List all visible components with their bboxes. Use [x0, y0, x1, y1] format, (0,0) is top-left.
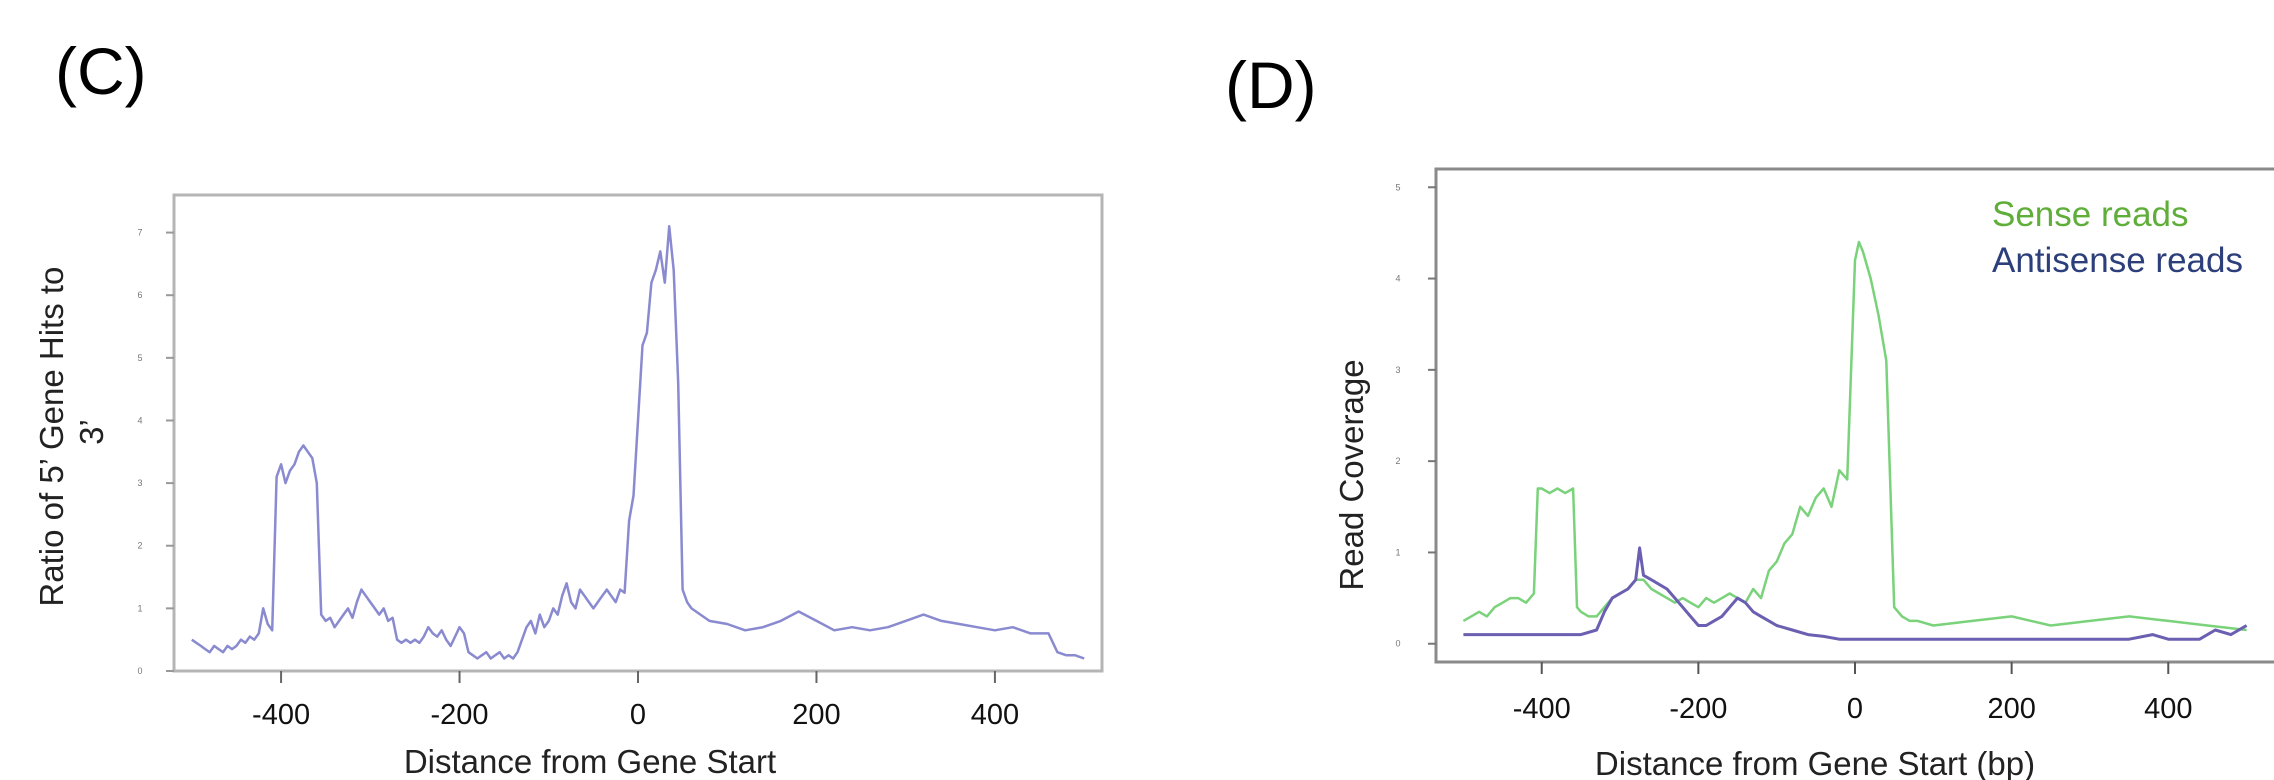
- panel-d-x-axis-label: Distance from Gene Start (bp): [1595, 745, 2035, 780]
- panel-d-label: (D): [1225, 48, 1317, 122]
- panel-c-label: (C): [55, 34, 147, 108]
- panel-c-y-tick-label: 3: [137, 478, 142, 488]
- panel-d-y-axis-label: Read Coverage: [1333, 359, 1370, 590]
- panel-c-x-tick-label: -400: [252, 699, 310, 731]
- panel-c-x-axis-label: Distance from Gene Start: [404, 743, 776, 780]
- legend-sense-reads: Sense reads: [1992, 195, 2189, 234]
- panel-d-y-tick-label: 5: [1395, 182, 1400, 192]
- panel-d-x-ticks: -400 -200 0 200 400: [1513, 662, 2192, 725]
- series-antisense-reads-line: [1463, 546, 2248, 641]
- series-sense-reads-line: [1462, 240, 2247, 632]
- panel-d-x-tick-label: -400: [1513, 693, 1571, 725]
- panel-d-x-tick-label: 400: [2144, 693, 2192, 725]
- panel-c-x-tick-label: 0: [630, 699, 646, 731]
- legend-antisense-reads: Antisense reads: [1992, 241, 2243, 280]
- panel-d-y-ticks: 0 1 2 3 4 5: [1395, 182, 1436, 649]
- panel-c-y-axis-label: Ratio of 5’ Gene Hits to 3’: [33, 257, 110, 606]
- panel-d-y-tick-label: 2: [1395, 456, 1400, 466]
- panel-d-y-tick-label: 3: [1395, 365, 1400, 375]
- panel-d-y-tick-label: 4: [1395, 274, 1400, 284]
- panel-d-x-tick-label: 0: [1847, 693, 1863, 725]
- panel-c-x-tick-label: 200: [792, 699, 840, 731]
- panel-c-series-line: [191, 225, 1085, 660]
- panel-d-series-lines: [1462, 240, 2248, 641]
- panel-d-x-tick-label: 200: [1987, 693, 2035, 725]
- panel-d-y-tick-label: 1: [1395, 547, 1400, 557]
- panel-d-x-tick-label: -200: [1669, 693, 1727, 725]
- panel-c-y-axis-label-line2: 3’: [73, 419, 110, 445]
- panel-d: (D) 0 1 2 3 4 5 -400 -200 0 200 400 Sense reads A…: [1225, 48, 2274, 780]
- panel-c-y-tick-label: 1: [137, 603, 142, 613]
- panel-d-y-tick-label: 0: [1395, 639, 1400, 649]
- panel-c-y-tick-label: 0: [137, 666, 142, 676]
- panel-c-y-ticks: 0 1 2 3 4 5 6 7: [137, 228, 174, 676]
- panel-c-y-tick-label: 4: [137, 415, 142, 425]
- panel-c-x-tick-label: -200: [431, 699, 489, 731]
- panel-c-y-tick-label: 6: [137, 290, 142, 300]
- panel-c-x-ticks: -400 -200 0 200 400: [252, 671, 1019, 731]
- panel-c-x-tick-label: 400: [971, 699, 1019, 731]
- panel-c: (C) 0 1 2 3 4 5 6 7 -400 -200 0 200 400 Distance fr…: [33, 34, 1104, 780]
- panel-c-y-tick-label: 2: [137, 541, 142, 551]
- panel-c-y-tick-label: 7: [137, 228, 142, 238]
- panel-c-y-tick-label: 5: [137, 353, 142, 363]
- panel-c-y-axis-label-line1: Ratio of 5’ Gene Hits to: [33, 267, 70, 607]
